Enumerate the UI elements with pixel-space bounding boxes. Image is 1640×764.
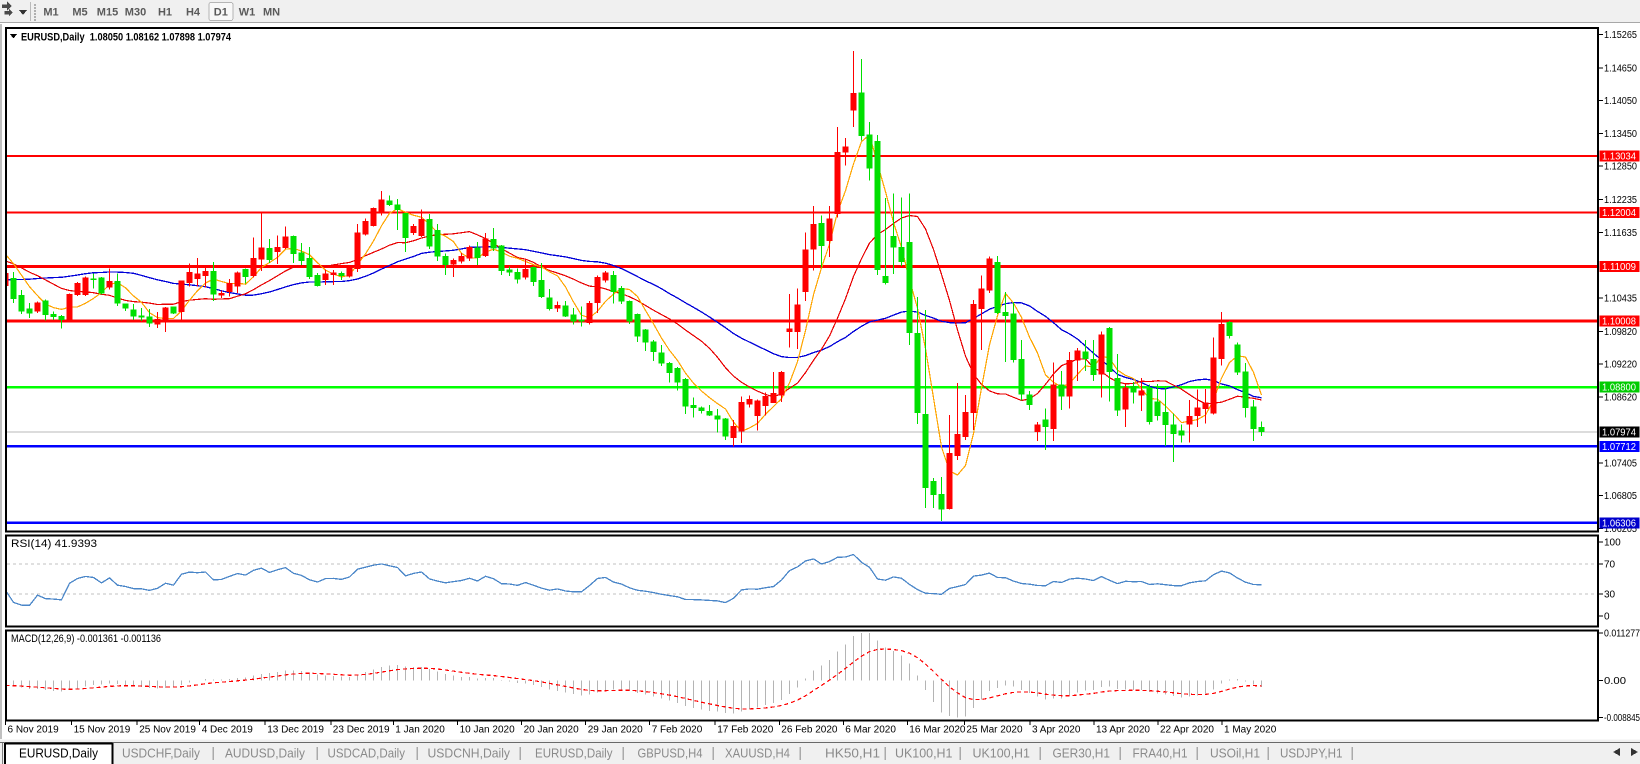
svg-text:D1: D1 bbox=[214, 7, 228, 19]
svg-text:H1: H1 bbox=[158, 7, 172, 19]
svg-text:25 Nov 2019: 25 Nov 2019 bbox=[139, 725, 196, 736]
svg-text:100: 100 bbox=[1604, 538, 1621, 549]
svg-text:30: 30 bbox=[1604, 589, 1616, 600]
svg-text:0.00: 0.00 bbox=[1604, 676, 1626, 687]
svg-text:EURUSD,Daily: EURUSD,Daily bbox=[19, 747, 99, 761]
svg-text:13 Apr 2020: 13 Apr 2020 bbox=[1096, 725, 1150, 736]
svg-text:MACD(12,26,9) -0.001361 -0.001: MACD(12,26,9) -0.001361 -0.001136 bbox=[11, 633, 161, 645]
svg-text:W1: W1 bbox=[239, 7, 256, 19]
svg-text:25 Mar 2020: 25 Mar 2020 bbox=[966, 725, 1023, 736]
svg-text:1.09220: 1.09220 bbox=[1604, 360, 1637, 371]
svg-text:M15: M15 bbox=[97, 7, 118, 19]
svg-text:1.10008: 1.10008 bbox=[1602, 317, 1636, 328]
svg-text:1.07405: 1.07405 bbox=[1604, 459, 1637, 470]
svg-text:UK100,H1: UK100,H1 bbox=[973, 747, 1031, 761]
svg-text:UK100,H1: UK100,H1 bbox=[895, 747, 953, 761]
svg-text:6 Nov 2019: 6 Nov 2019 bbox=[8, 725, 60, 736]
svg-text:1.07974: 1.07974 bbox=[1602, 428, 1636, 439]
svg-text:1.15265: 1.15265 bbox=[1604, 30, 1637, 41]
svg-text:EURUSD,Daily: EURUSD,Daily bbox=[535, 747, 613, 761]
svg-text:1.10435: 1.10435 bbox=[1604, 293, 1637, 304]
svg-text:M1: M1 bbox=[43, 7, 58, 19]
svg-text:HK50,H1: HK50,H1 bbox=[825, 747, 880, 761]
svg-text:1.13450: 1.13450 bbox=[1604, 129, 1637, 140]
svg-text:MN: MN bbox=[263, 7, 280, 19]
svg-text:1.06805: 1.06805 bbox=[1604, 491, 1637, 502]
svg-text:15 Nov 2019: 15 Nov 2019 bbox=[74, 725, 131, 736]
svg-text:23 Dec 2019: 23 Dec 2019 bbox=[333, 725, 390, 736]
svg-text:1.08620: 1.08620 bbox=[1604, 392, 1637, 403]
svg-text:1.06306: 1.06306 bbox=[1602, 518, 1636, 529]
svg-text:10 Jan 2020: 10 Jan 2020 bbox=[460, 725, 515, 736]
svg-text:M30: M30 bbox=[125, 7, 146, 19]
svg-text:FRA40,H1: FRA40,H1 bbox=[1133, 747, 1188, 761]
svg-text:RSI(14) 41.9393: RSI(14) 41.9393 bbox=[11, 538, 97, 550]
svg-text:1.14050: 1.14050 bbox=[1604, 96, 1637, 107]
svg-text:M5: M5 bbox=[72, 7, 87, 19]
svg-text:29 Jan 2020: 29 Jan 2020 bbox=[588, 725, 643, 736]
svg-text:22 Apr 2020: 22 Apr 2020 bbox=[1160, 725, 1214, 736]
svg-text:13 Dec 2019: 13 Dec 2019 bbox=[267, 725, 324, 736]
svg-text:0.011277: 0.011277 bbox=[1604, 629, 1640, 640]
svg-text:0: 0 bbox=[1604, 612, 1610, 623]
svg-text:1 May 2020: 1 May 2020 bbox=[1224, 725, 1277, 736]
svg-text:GER30,H1: GER30,H1 bbox=[1053, 747, 1111, 761]
svg-text:USOil,H1: USOil,H1 bbox=[1210, 747, 1260, 761]
svg-text:EURUSD,Daily 1.08050 1.08162: EURUSD,Daily 1.08050 1.08162 1.07898 1.0… bbox=[21, 32, 232, 44]
svg-text:1.08800: 1.08800 bbox=[1602, 383, 1636, 394]
svg-text:3 Apr 2020: 3 Apr 2020 bbox=[1032, 725, 1081, 736]
svg-text:XAUUSD,H4: XAUUSD,H4 bbox=[725, 747, 790, 761]
svg-text:1.12004: 1.12004 bbox=[1602, 208, 1636, 219]
svg-text:USDCAD,Daily: USDCAD,Daily bbox=[328, 747, 406, 761]
svg-text:1.13034: 1.13034 bbox=[1602, 152, 1636, 163]
svg-text:1.12235: 1.12235 bbox=[1604, 195, 1637, 206]
svg-text:AUDUSD,Daily: AUDUSD,Daily bbox=[225, 747, 306, 761]
svg-text:6 Mar 2020: 6 Mar 2020 bbox=[845, 725, 896, 736]
svg-text:-0.008845: -0.008845 bbox=[1604, 713, 1640, 724]
svg-text:1.09820: 1.09820 bbox=[1604, 327, 1637, 338]
svg-text:1.06205: 1.06205 bbox=[1604, 524, 1637, 535]
svg-text:1.14650: 1.14650 bbox=[1604, 64, 1637, 75]
svg-text:70: 70 bbox=[1604, 560, 1616, 571]
svg-text:USDCNH,Daily: USDCNH,Daily bbox=[428, 747, 511, 761]
svg-text:H4: H4 bbox=[186, 7, 201, 19]
svg-text:GBPUSD,H4: GBPUSD,H4 bbox=[638, 747, 703, 761]
svg-text:16 Mar 2020: 16 Mar 2020 bbox=[909, 725, 966, 736]
svg-text:17 Feb 2020: 17 Feb 2020 bbox=[717, 725, 774, 736]
svg-text:1.11635: 1.11635 bbox=[1604, 228, 1637, 239]
svg-text:4 Dec 2019: 4 Dec 2019 bbox=[202, 725, 254, 736]
svg-text:1.07712: 1.07712 bbox=[1602, 442, 1636, 453]
svg-text:USDCHF,Daily: USDCHF,Daily bbox=[122, 747, 201, 761]
svg-text:26 Feb 2020: 26 Feb 2020 bbox=[781, 725, 838, 736]
svg-text:7 Feb 2020: 7 Feb 2020 bbox=[652, 725, 703, 736]
svg-text:1.11009: 1.11009 bbox=[1602, 262, 1636, 273]
svg-text:20 Jan 2020: 20 Jan 2020 bbox=[524, 725, 579, 736]
svg-text:USDJPY,H1: USDJPY,H1 bbox=[1280, 747, 1343, 761]
svg-text:1 Jan 2020: 1 Jan 2020 bbox=[395, 725, 445, 736]
svg-text:1.12850: 1.12850 bbox=[1604, 162, 1637, 173]
